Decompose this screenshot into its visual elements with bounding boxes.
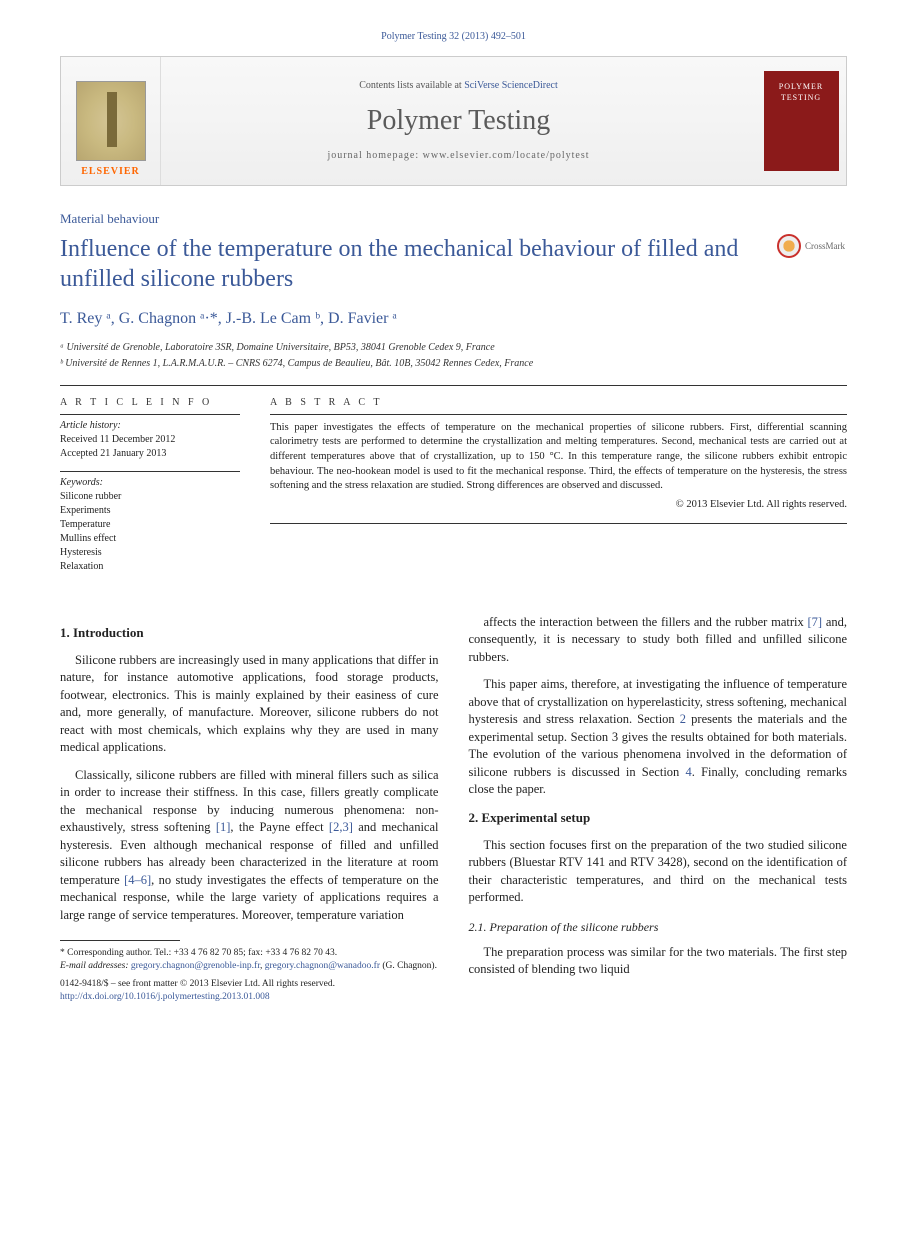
section-heading-introduction: 1. Introduction	[60, 624, 439, 642]
abstract-copyright: © 2013 Elsevier Ltd. All rights reserved…	[270, 498, 847, 513]
abstract-text: This paper investigates the effects of t…	[270, 421, 847, 494]
sciencedirect-link[interactable]: SciVerse ScienceDirect	[464, 80, 558, 91]
contents-available-line: Contents lists available at SciVerse Sci…	[359, 79, 558, 93]
rule	[60, 385, 847, 386]
keyword: Temperature	[60, 518, 240, 532]
crossmark-icon	[777, 234, 801, 258]
rule	[60, 414, 240, 415]
text-run: E-mail addresses:	[60, 961, 131, 971]
bottom-meta: 0142-9418/$ – see front matter © 2013 El…	[60, 978, 439, 1005]
journal-cover-image: POLYMER TESTING	[764, 71, 839, 171]
section-heading-experimental: 2. Experimental setup	[469, 809, 848, 827]
body-paragraph: The preparation process was similar for …	[469, 944, 848, 979]
article-history-block: Article history: Received 11 December 20…	[60, 419, 240, 461]
keyword: Mullins effect	[60, 532, 240, 546]
elsevier-label: ELSEVIER	[81, 165, 140, 179]
homepage-url[interactable]: www.elsevier.com/locate/polytest	[423, 150, 590, 161]
citation-ref[interactable]: [1]	[216, 820, 231, 834]
abstract-heading: A B S T R A C T	[270, 396, 847, 410]
keywords-label: Keywords:	[60, 476, 240, 490]
abstract-column: A B S T R A C T This paper investigates …	[270, 390, 847, 584]
footnote-corr: * Corresponding author. Tel.: +33 4 76 8…	[60, 947, 439, 959]
footnote-email-label: E-mail addresses:	[60, 961, 131, 971]
body-paragraph: This section focuses first on the prepar…	[469, 837, 848, 907]
keywords-block: Keywords: Silicone rubber Experiments Te…	[60, 476, 240, 574]
rule	[270, 523, 847, 524]
keyword: Silicone rubber	[60, 490, 240, 504]
header-citation: Polymer Testing 32 (2013) 492–501	[60, 30, 847, 44]
subsection-heading-preparation: 2.1. Preparation of the silicone rubbers	[469, 919, 848, 936]
footnote-email-link[interactable]: gregory.chagnon@wanadoo.fr	[265, 961, 380, 971]
footnote-email-link[interactable]: gregory.chagnon@grenoble-inp.fr	[131, 961, 260, 971]
body-paragraph: Classically, silicone rubbers are filled…	[60, 767, 439, 925]
article-body: 1. Introduction Silicone rubbers are inc…	[60, 614, 847, 1005]
footnote-separator	[60, 940, 180, 941]
article-section-label: Material behaviour	[60, 210, 847, 228]
elsevier-tree-icon	[76, 81, 146, 161]
text-run: , the Payne effect	[230, 820, 329, 834]
article-title: Influence of the temperature on the mech…	[60, 234, 765, 294]
crossmark-widget[interactable]: CrossMark	[777, 234, 847, 258]
doi-link[interactable]: http://dx.doi.org/10.1016/j.polymertesti…	[60, 992, 270, 1002]
affiliations: ᵃ Université de Grenoble, Laboratoire 3S…	[60, 341, 847, 371]
citation-ref[interactable]: [2,3]	[329, 820, 353, 834]
article-info-column: A R T I C L E I N F O Article history: R…	[60, 390, 240, 584]
text-run: (G. Chagnon).	[380, 961, 437, 971]
contents-prefix: Contents lists available at	[359, 80, 464, 91]
crossmark-label: CrossMark	[805, 240, 845, 253]
body-paragraph: Silicone rubbers are increasingly used i…	[60, 652, 439, 757]
citation-ref[interactable]: [4–6]	[124, 873, 151, 887]
history-label: Article history:	[60, 419, 240, 433]
body-paragraph: affects the interaction between the fill…	[469, 614, 848, 667]
affiliation-a: ᵃ Université de Grenoble, Laboratoire 3S…	[60, 341, 847, 355]
journal-name: Polymer Testing	[367, 101, 550, 140]
rule	[270, 414, 847, 415]
corresponding-author-footnote: * Corresponding author. Tel.: +33 4 76 8…	[60, 947, 439, 972]
keyword: Hysteresis	[60, 546, 240, 560]
authors-line: T. Rey ᵃ, G. Chagnon ᵃ·*, J.-B. Le Cam ᵇ…	[60, 308, 847, 330]
article-info-heading: A R T I C L E I N F O	[60, 396, 240, 410]
journal-cover-block: POLYMER TESTING	[756, 57, 846, 185]
history-accepted: Accepted 21 January 2013	[60, 447, 240, 461]
homepage-prefix: journal homepage:	[327, 150, 422, 161]
affiliation-b: ᵇ Université de Rennes 1, L.A.R.M.A.U.R.…	[60, 357, 847, 371]
keyword: Experiments	[60, 504, 240, 518]
text-run: affects the interaction between the fill…	[484, 615, 808, 629]
keyword: Relaxation	[60, 560, 240, 574]
history-received: Received 11 December 2012	[60, 433, 240, 447]
rule	[60, 471, 240, 472]
journal-homepage-line: journal homepage: www.elsevier.com/locat…	[327, 149, 589, 163]
masthead-center: Contents lists available at SciVerse Sci…	[161, 57, 756, 185]
masthead: ELSEVIER Contents lists available at Sci…	[60, 56, 847, 186]
issn-line: 0142-9418/$ – see front matter © 2013 El…	[60, 978, 439, 991]
body-paragraph: This paper aims, therefore, at investiga…	[469, 676, 848, 799]
publisher-logo-block: ELSEVIER	[61, 57, 161, 185]
citation-ref[interactable]: [7]	[807, 615, 822, 629]
